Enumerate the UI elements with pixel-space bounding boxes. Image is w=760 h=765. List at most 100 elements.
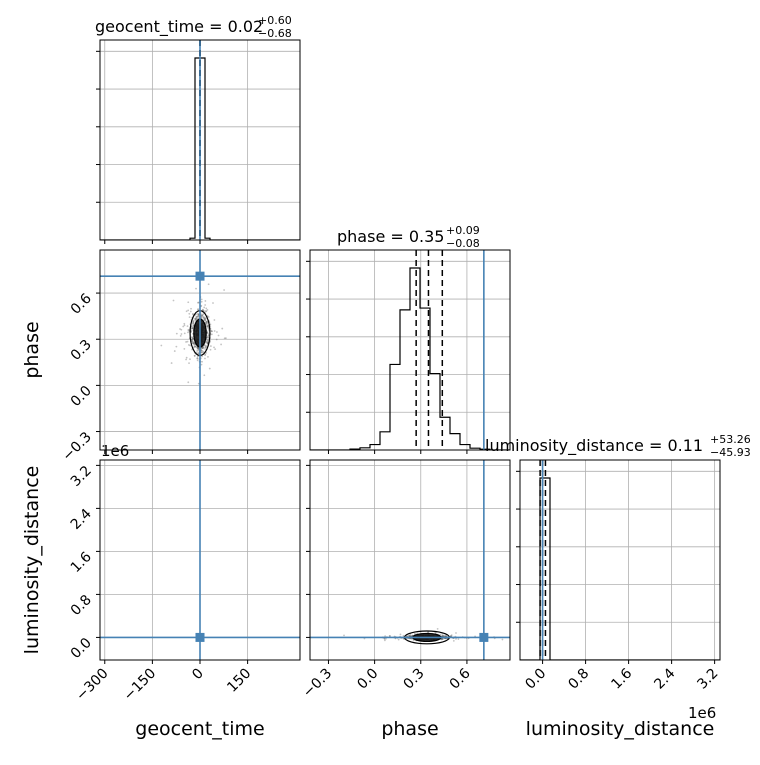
scatter-point — [185, 341, 187, 343]
scatter-point — [201, 308, 204, 311]
panel-luminosity_distance-vs-phase: −0.3 0.0 0.3 0.6 — [300, 459, 511, 701]
scatter-point — [201, 347, 204, 350]
scatter-point — [180, 333, 183, 335]
scatter-point — [223, 289, 225, 291]
scatter-point — [197, 352, 200, 355]
scatter-point — [195, 318, 198, 321]
y-tick-label: 0.3 — [68, 337, 95, 364]
y-tick-label: 0.0 — [68, 383, 95, 410]
scatter-point — [185, 310, 188, 313]
scatter-point — [443, 635, 445, 637]
scatter-point — [196, 357, 199, 360]
scatter-point — [449, 635, 452, 637]
scatter-point — [172, 299, 175, 302]
scatter-point — [205, 340, 208, 343]
scatter-point — [193, 317, 196, 320]
panel-plot-area — [520, 460, 720, 660]
scatter-point — [213, 330, 216, 332]
scatter-point — [191, 312, 194, 315]
scatter-point — [200, 316, 203, 319]
scatter-point — [195, 315, 198, 318]
scatter-point — [192, 342, 195, 345]
scatter-point — [197, 314, 200, 317]
scatter-point — [221, 327, 224, 330]
scatter-point — [192, 341, 195, 344]
scatter-point — [210, 333, 213, 336]
scatter-point — [442, 638, 445, 640]
x-tick-label: 0.0 — [354, 666, 381, 693]
panel-phase-vs-geocent_time: −0.3 0.0 0.3 0.6 — [59, 249, 301, 464]
panel-plot-area — [310, 460, 510, 660]
scatter-point — [180, 328, 183, 331]
scatter-point — [209, 348, 212, 351]
scatter-point — [205, 351, 208, 354]
scatter-point — [207, 327, 210, 330]
scatter-point — [213, 346, 215, 349]
scatter-point — [202, 346, 205, 349]
scatter-point — [212, 302, 214, 304]
scatter-point — [203, 306, 206, 309]
scatter-point — [194, 345, 197, 348]
scatter-point — [185, 356, 188, 359]
scatter-point — [204, 354, 207, 357]
scatter-point — [206, 332, 209, 334]
scatter-point — [220, 343, 222, 346]
scatter-point — [224, 337, 227, 340]
panel-luminosity_distance-vs-geocent_time: −300 −150 0 150 0.0 0.8 1.6 2.4 3.2 — [68, 459, 301, 705]
scatter-point — [204, 344, 207, 347]
y-tick-label: 3.2 — [68, 463, 95, 490]
scatter-point — [202, 309, 205, 312]
scatter-point — [192, 322, 195, 324]
scatter-point — [192, 320, 194, 323]
scatter-point — [204, 357, 206, 360]
histogram-luminosity_distance — [520, 477, 720, 660]
scatter-point — [191, 337, 194, 340]
scatter-point — [186, 340, 189, 343]
scatter-point — [187, 331, 189, 334]
scatter-point — [207, 335, 209, 338]
scatter-point — [197, 314, 200, 316]
histogram-phase — [310, 267, 510, 450]
scatter-point — [455, 637, 457, 640]
x-tick-label: −150 — [121, 666, 160, 705]
scatter-point — [200, 351, 203, 354]
scatter-point — [204, 347, 206, 350]
scatter-point — [210, 330, 213, 333]
scatter-point — [175, 345, 178, 348]
scatter-point — [434, 631, 437, 634]
scatter-point — [397, 638, 400, 641]
panel-plot-area — [100, 250, 300, 450]
scatter-point — [185, 358, 187, 361]
scatter-point — [196, 355, 199, 358]
scatter-point — [207, 336, 210, 338]
title-phase-plus: +0.09 — [446, 224, 480, 237]
x-tick-label: 1.6 — [608, 665, 635, 692]
scatter-point — [389, 635, 391, 637]
scatter-point — [441, 635, 444, 638]
scatter-point — [427, 631, 430, 634]
scatter-point — [189, 358, 191, 361]
x-tick-label: 0.8 — [565, 666, 592, 693]
scatter-point — [206, 325, 208, 327]
scatter-point — [191, 325, 194, 328]
scatter-point — [200, 315, 203, 318]
scatter-point — [440, 638, 443, 641]
scatter-point — [187, 309, 190, 312]
scatter-point — [205, 320, 208, 323]
x-tick-label: −0.3 — [300, 666, 335, 701]
x-tick-label: 2.4 — [651, 665, 678, 692]
panel-frame — [309, 249, 511, 451]
scatter-point — [170, 362, 173, 364]
y-tick-label: 0.6 — [68, 291, 95, 318]
scatter-point — [197, 352, 200, 355]
ylabel-luminosity-distance: luminosity_distance — [21, 466, 43, 655]
scatter-point — [205, 320, 208, 323]
scatter-point — [501, 638, 504, 641]
truth-marker — [195, 271, 205, 281]
scatter-point — [203, 374, 206, 377]
scatter-point — [207, 334, 210, 337]
scatter-point — [205, 307, 208, 310]
scatter-point — [205, 341, 208, 344]
scatter-point — [207, 316, 210, 318]
